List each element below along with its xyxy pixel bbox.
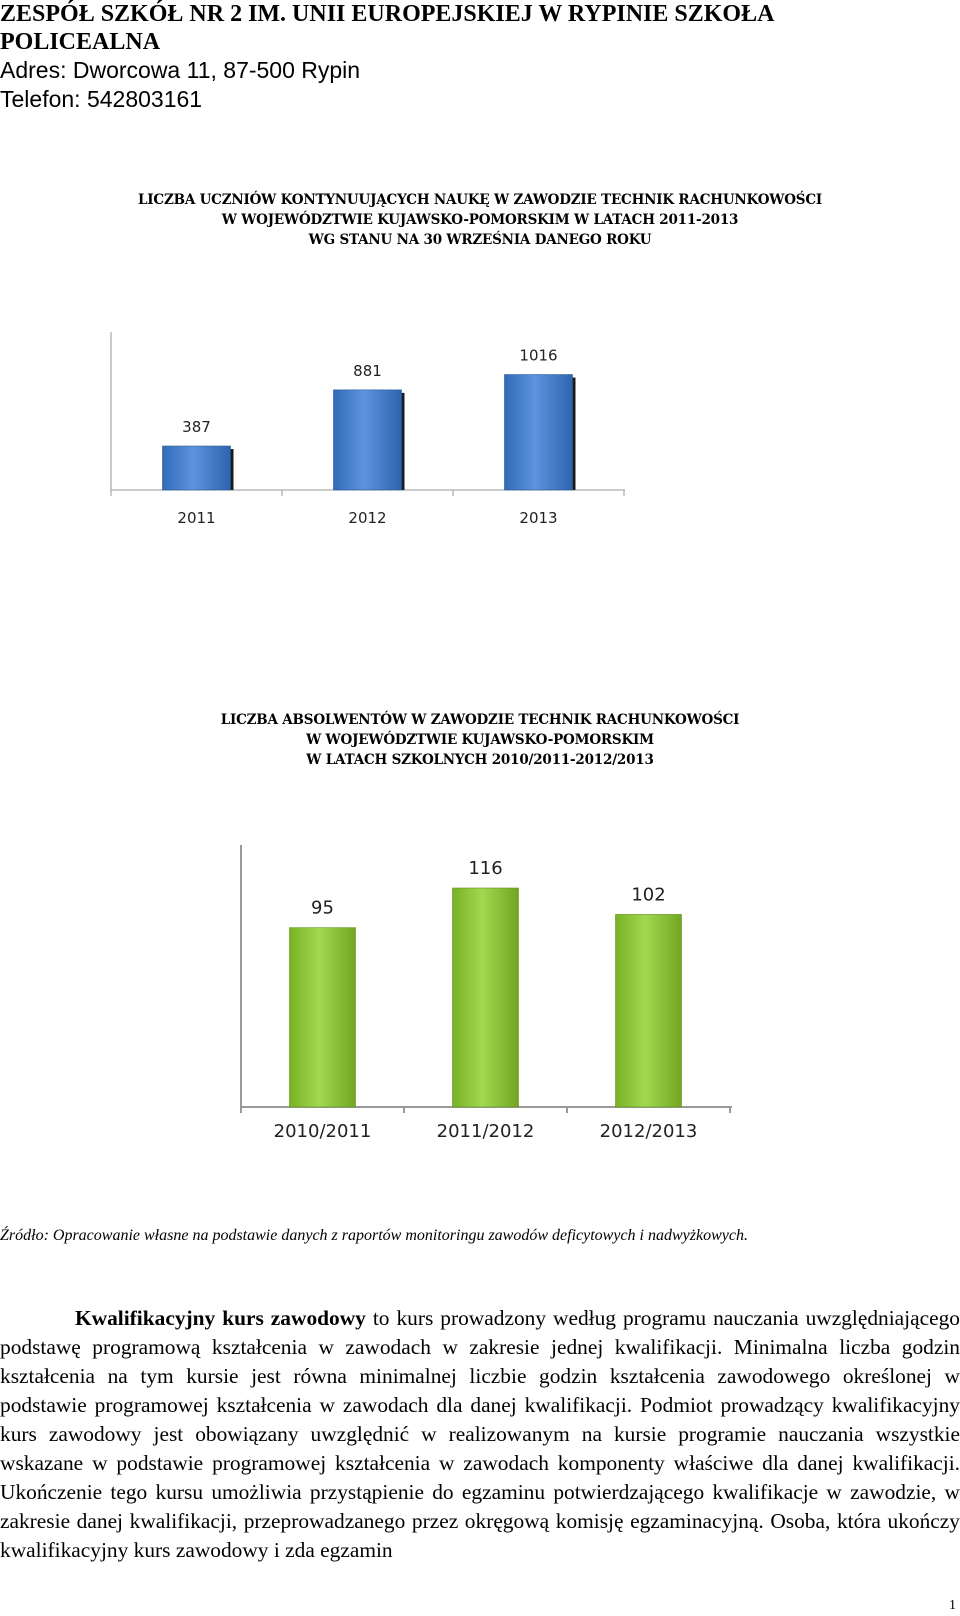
school-address: Adres: Dworcowa 11, 87-500 Rypin: [0, 57, 361, 83]
body-paragraph: Kwalifikacyjny kurs zawodowy to kurs pro…: [0, 1304, 960, 1565]
bar-2013: [504, 374, 573, 491]
bar-2011-2012: [452, 887, 519, 1108]
chart-1-title-line: LICZBA UCZNIÓW KONTYNUUJĄCYCH NAUKĘ W ZA…: [138, 192, 822, 208]
chart-1-students-continuing: 387 2011 881 2012 1016 2013: [110, 332, 625, 527]
bar-2010-2011: [289, 927, 356, 1108]
category-label: 2012/2013: [600, 1121, 698, 1142]
source-note: Źródło: Opracowanie własne na podstawie …: [0, 1227, 748, 1244]
data-label: 95: [311, 898, 334, 919]
document-header: ZESPÓŁ SZKÓŁ NR 2 IM. UNII EUROPEJSKIEJ …: [0, 0, 960, 114]
bar-2012: [333, 389, 402, 491]
school-phone: Telefon: 542803161: [0, 86, 203, 112]
chart-2-graduates: 95 2010/2011 116 2011/2012 102 2012/2013: [240, 845, 732, 1142]
school-name-line-1: ZESPÓŁ SZKÓŁ NR 2 IM. UNII EUROPEJSKIEJ …: [0, 1, 775, 27]
category-label: 2013: [519, 509, 557, 527]
body-bold-lead: Kwalifikacyjny kurs zawodowy: [75, 1306, 366, 1330]
data-label: 387: [182, 418, 211, 436]
bar-2011: [162, 445, 231, 491]
chart-2-title-line: W LATACH SZKOLNYCH 2010/2011-2012/2013: [306, 752, 654, 768]
chart-1-title: LICZBA UCZNIÓW KONTYNUUJĄCYCH NAUKĘ W ZA…: [0, 190, 960, 250]
data-label: 116: [468, 858, 502, 879]
chart-1-title-line: WG STANU NA 30 WRZEŚNIA DANEGO ROKU: [308, 232, 652, 248]
body-text: to kurs prowadzony według programu naucz…: [0, 1306, 960, 1562]
school-name-line-2: POLICEALNA: [0, 29, 161, 55]
category-label: 2010/2011: [274, 1121, 372, 1142]
category-label: 2011/2012: [437, 1121, 535, 1142]
page-number: 1: [949, 1598, 956, 1613]
data-label: 1016: [519, 347, 557, 365]
chart-2-title-line: W WOJEWÓDZTWIE KUJAWSKO-POMORSKIM: [306, 732, 654, 748]
category-label: 2011: [177, 509, 215, 527]
data-label: 881: [353, 362, 382, 380]
chart-2-title-line: LICZBA ABSOLWENTÓW W ZAWODZIE TECHNIK RA…: [220, 712, 740, 728]
chart-2-title: LICZBA ABSOLWENTÓW W ZAWODZIE TECHNIK RA…: [0, 710, 960, 770]
bar-2012-2013: [615, 914, 682, 1108]
chart-1-title-line: W WOJEWÓDZTWIE KUJAWSKO-POMORSKIM W LATA…: [221, 212, 739, 228]
data-label: 102: [631, 884, 665, 905]
category-label: 2012: [348, 509, 386, 527]
